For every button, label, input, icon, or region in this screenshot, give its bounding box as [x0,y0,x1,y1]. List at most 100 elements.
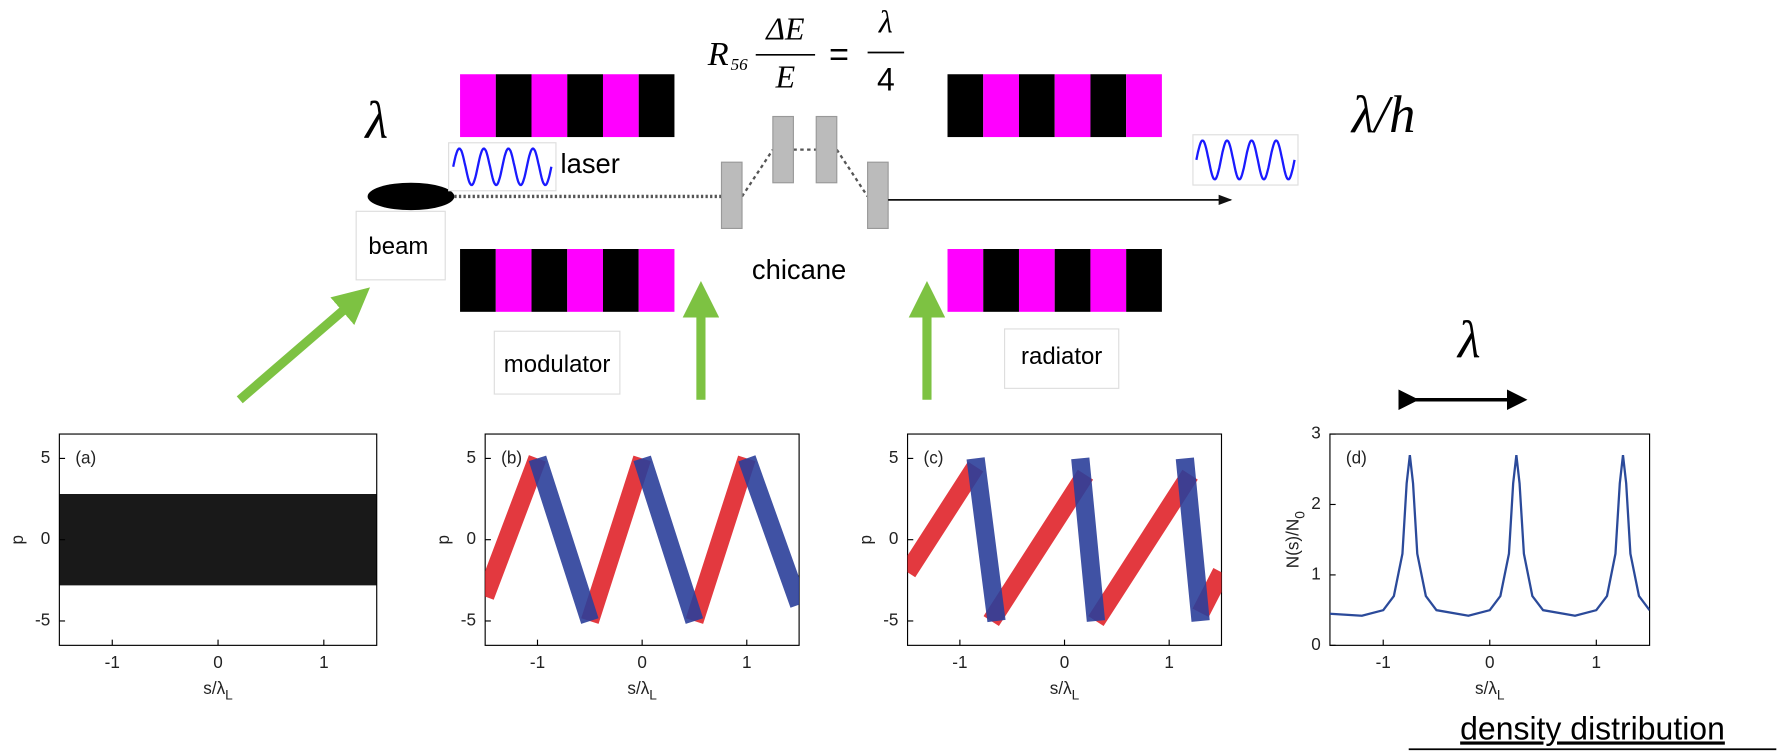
caption: density distribution [1460,710,1725,746]
x-axis-label-sub: L [1497,687,1505,702]
green-arrows [236,280,946,404]
data-layer [485,455,800,624]
x-tick-label: 1 [742,653,752,672]
magnet-pole [1090,249,1127,312]
x-tick-label: 0 [637,653,647,672]
chicane-magnets [720,115,889,230]
magnet-pole [567,249,603,312]
x-axis-label-main: s/λ [1050,678,1072,697]
panel-label: (a) [75,449,96,468]
y-tick-label: 3 [1311,424,1321,443]
y-tick-label: -5 [461,610,476,629]
particle-band [485,455,756,624]
y-tick-label: 0 [467,529,477,548]
y-tick-label: 5 [41,448,51,467]
panel-label: (c) [924,449,944,468]
y-axis-label: N(s)/N0 [1283,511,1307,568]
x-axis-label-sub: L [649,687,657,702]
magnet-pole [460,74,496,138]
output-wavelength: λ/h [1350,86,1416,144]
source-wavelength: λ [363,92,388,150]
particle-band [966,457,1210,623]
modulator-box [493,330,621,395]
x-tick-label: 0 [213,653,223,672]
panel: -1 0 1-505 (b)s/λLp [434,433,800,702]
panel-label: (b) [501,449,522,468]
magnet-pole [531,249,568,312]
x-tick-label: -1 [1376,653,1391,672]
x-axis-label: s/λL [627,678,657,702]
chicane-label: chicane [752,254,846,285]
magnet-pole [1126,249,1162,312]
eq-numerator: ΔE [764,11,805,46]
panel: -1 0 1 0 1 2 3 (d) s/λL N(s)/N0 [1283,424,1651,702]
magnet-pole [983,74,1019,138]
eq-symbol: R [707,35,729,73]
modulator-label: modulator [504,351,611,378]
y-tick-label: 0 [41,529,51,548]
magnet-pole [602,249,639,312]
particle-band [907,461,1222,626]
beam-box [355,210,446,281]
x-tick-label: -1 [952,653,967,672]
y-axis-label-main: N(s)/N [1283,519,1302,568]
magnet-pole [531,74,568,138]
y-axis-label-sub: 0 [1292,511,1307,519]
eq-rhs-denominator: 4 [877,62,895,98]
laser-wave [452,147,553,187]
y-axis-label-main: p [8,535,27,545]
x-tick-label: -1 [105,653,120,672]
panel: -1 0 1-505 (a)s/λLp [8,433,378,702]
y-tick-label: 2 [1311,494,1321,513]
magnet-pole [947,249,984,312]
x-axis-label-main: s/λ [203,678,225,697]
y-tick-label: 0 [1311,635,1321,654]
y-axis-label-main: p [856,535,875,545]
panel-label: (d) [1346,449,1367,468]
radiator-box [1004,328,1120,389]
plot-frame [906,433,1223,646]
x-axis-label-sub: L [1072,687,1080,702]
x-tick-label: -1 [530,653,545,672]
panel: -1 0 1-505 (c)s/λLp [856,433,1223,702]
x-axis-label-sub: L [225,687,233,702]
magnet-pole [1090,74,1127,138]
magnet-pole [638,74,675,138]
laser-label: laser [561,148,620,179]
x-axis-label-main: s/λ [1475,678,1497,697]
y-tick-label: 5 [467,448,477,467]
magnet-pole [460,249,496,312]
magnet-pole [983,249,1019,312]
chicane-path [741,148,869,198]
magnet-pole [602,74,639,138]
beam-bunch [367,182,455,211]
y-axis-label: p [856,535,875,545]
output-wave [1195,139,1296,181]
magnet-pole [1054,249,1091,312]
y-axis-label-main: p [434,535,453,545]
magnet-pole [1126,74,1162,138]
magnet-pole [495,249,532,312]
x-tick-label: 0 [1060,653,1070,672]
y-tick-label: 5 [889,448,899,467]
x-tick-label: 1 [319,653,329,672]
plot-frame [1329,433,1651,646]
data-layer [907,457,1222,626]
data-layer [1329,455,1650,617]
eq-equals: = [829,36,849,74]
particle-band [528,455,800,624]
undulators [460,74,1162,312]
magnet-pole [567,74,603,138]
magnet-pole [638,249,675,312]
x-tick-label: 1 [1592,653,1602,672]
radiator-label: radiator [1021,343,1102,370]
eq-rhs-numerator: λ [878,4,893,39]
magnet-pole [1018,74,1055,138]
x-tick-label: 1 [1164,653,1174,672]
y-tick-label: 1 [1311,564,1321,583]
panels: -1 0 1-505 (a)s/λLp-1 0 1-505 (b)s/λLp-1 0 1-505… [8,424,1651,702]
x-axis-label-main: s/λ [627,678,649,697]
magnet-pole [1054,74,1091,138]
